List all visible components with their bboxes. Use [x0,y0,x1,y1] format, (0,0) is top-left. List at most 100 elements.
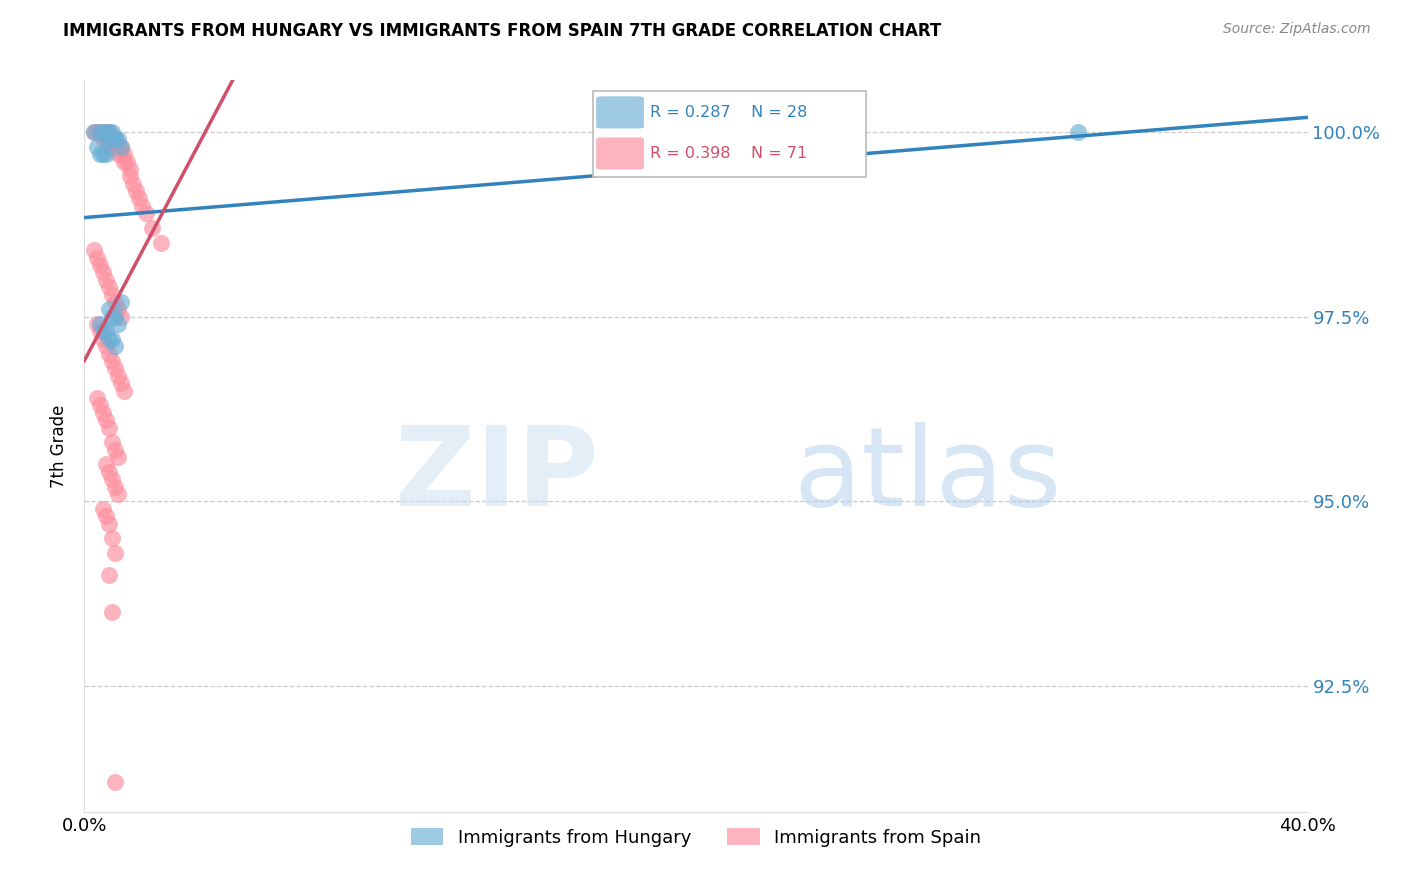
Point [131,199,153,213]
Point [101,435,124,450]
Point [104,132,127,146]
Point [97,420,120,434]
Point [89,317,111,331]
Point [97,516,120,531]
Point [89,258,111,272]
Point [101,532,124,546]
Point [91,332,114,346]
Legend: Immigrants from Hungary, Immigrants from Spain: Immigrants from Hungary, Immigrants from… [404,821,988,854]
Point [110,140,132,154]
Point [97,568,120,582]
Point [120,169,142,184]
FancyBboxPatch shape [593,91,866,177]
Point [107,140,129,154]
Point [110,294,132,309]
Point [112,154,135,169]
Point [104,339,127,353]
Point [104,140,127,154]
Point [97,465,120,479]
Point [83,125,105,139]
Text: IMMIGRANTS FROM HUNGARY VS IMMIGRANTS FROM SPAIN 7TH GRADE CORRELATION CHART: IMMIGRANTS FROM HUNGARY VS IMMIGRANTS FR… [63,22,942,40]
Point [107,147,129,161]
Point [104,294,127,309]
Point [94,325,117,339]
Text: Source: ZipAtlas.com: Source: ZipAtlas.com [1223,22,1371,37]
Point [110,147,132,161]
Point [94,509,117,524]
Point [83,244,105,258]
Point [97,132,120,146]
Point [104,775,127,789]
Point [104,480,127,494]
Text: R = 0.398    N = 71: R = 0.398 N = 71 [650,146,807,161]
Point [97,332,120,346]
Point [94,125,117,139]
Text: R = 0.287    N = 28: R = 0.287 N = 28 [650,105,807,120]
Point [101,354,124,368]
Point [107,368,129,383]
Point [94,339,117,353]
Point [97,132,120,146]
Point [91,125,114,139]
Point [97,346,120,360]
Point [101,132,124,146]
Point [94,132,117,146]
Point [86,251,108,265]
Point [1067,125,1090,139]
Point [86,125,108,139]
Point [97,302,120,317]
Point [104,132,127,146]
Point [91,325,114,339]
Point [86,317,108,331]
Point [101,287,124,301]
Point [104,361,127,376]
Point [112,147,135,161]
Point [110,140,132,154]
Point [89,325,111,339]
Point [97,125,120,139]
Point [91,265,114,279]
Point [104,546,127,560]
Point [104,310,127,324]
Point [91,125,114,139]
Point [89,125,111,139]
Text: atlas: atlas [794,422,1063,529]
Point [149,235,172,250]
Point [89,398,111,412]
Point [115,154,138,169]
Point [101,125,124,139]
Point [89,147,111,161]
Point [94,458,117,472]
Point [94,125,117,139]
Point [101,140,124,154]
Point [107,317,129,331]
Point [101,332,124,346]
Point [110,376,132,391]
Point [122,177,145,191]
Point [94,147,117,161]
Point [83,125,105,139]
Point [135,206,157,220]
Point [128,192,150,206]
Point [104,132,127,146]
Point [101,472,124,486]
Point [104,442,127,457]
Point [141,221,163,235]
Point [110,310,132,324]
Point [107,487,129,501]
FancyBboxPatch shape [596,137,644,169]
Point [89,125,111,139]
Point [97,140,120,154]
Point [107,302,129,317]
Point [97,125,120,139]
Point [120,161,142,176]
Point [91,132,114,146]
Point [91,501,114,516]
Point [107,450,129,464]
Point [86,391,108,405]
Point [107,132,129,146]
Y-axis label: 7th Grade: 7th Grade [51,404,69,488]
Point [101,310,124,324]
Point [91,147,114,161]
Text: ZIP: ZIP [395,422,598,529]
